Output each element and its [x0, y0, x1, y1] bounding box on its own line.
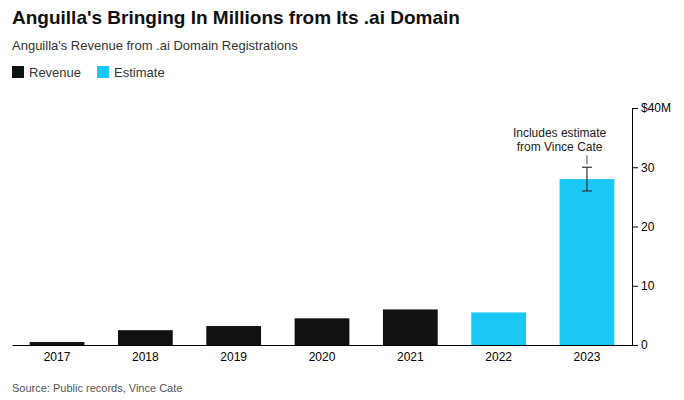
y-tick: 20	[632, 220, 655, 234]
tick-label: 0	[641, 338, 648, 352]
legend-label: Estimate	[114, 65, 165, 80]
tick-label: 10	[641, 279, 655, 293]
x-tick: 2022	[485, 350, 512, 364]
bar	[295, 318, 350, 345]
annotation-line	[586, 155, 587, 164]
legend: Revenue Estimate	[12, 65, 165, 80]
annotation: Includes estimatefrom Vince Cate	[513, 126, 607, 154]
y-axis: 0 10 20 30 $40M	[632, 101, 671, 352]
bar	[560, 179, 615, 345]
annotation-line-text: Includes estimate	[513, 126, 607, 140]
bar	[471, 312, 526, 345]
tick-label: 2021	[397, 350, 424, 364]
tick-label: 2017	[44, 350, 71, 364]
legend-label: Revenue	[29, 65, 81, 80]
bar	[30, 342, 85, 345]
error-bar	[582, 167, 592, 191]
tick-label: $40M	[641, 101, 671, 115]
bar	[383, 309, 438, 345]
bar	[206, 326, 261, 345]
error-cap	[582, 167, 592, 168]
annotation-line-text: from Vince Cate	[517, 140, 603, 154]
tick-mark	[632, 286, 638, 287]
legend-swatch	[97, 66, 109, 78]
y-tick: 30	[632, 161, 655, 175]
tick-label: 20	[641, 220, 655, 234]
title: Anguilla's Bringing In Millions from Its…	[12, 7, 460, 28]
x-tick: 2023	[574, 350, 601, 364]
x-tick: 2017	[44, 350, 71, 364]
source: Source: Public records, Vince Cate	[12, 382, 182, 394]
y-tick: 10	[632, 279, 655, 293]
tick-label: 30	[641, 161, 655, 175]
x-tick: 2020	[309, 350, 336, 364]
plot-area	[30, 167, 615, 345]
legend-swatch	[12, 66, 24, 78]
bar	[118, 330, 173, 345]
x-tick: 2021	[397, 350, 424, 364]
subtitle: Anguilla's Revenue from .ai Domain Regis…	[12, 38, 298, 53]
tick-mark	[632, 345, 638, 346]
x-tick: 2019	[220, 350, 247, 364]
error-cap	[582, 190, 592, 191]
tick-mark	[632, 227, 638, 228]
tick-label: 2018	[132, 350, 159, 364]
tick-label: 2023	[574, 350, 601, 364]
y-tick: 0	[632, 338, 648, 352]
chart-container: Anguilla's Bringing In Millions from Its…	[0, 0, 684, 400]
axis-line	[13, 345, 633, 346]
tick-mark	[632, 108, 638, 109]
chart-svg: Anguilla's Bringing In Millions from Its…	[0, 0, 684, 400]
tick-mark	[632, 167, 638, 168]
y-tick: $40M	[632, 101, 671, 115]
x-axis: 2017 2018 2019 2020 2021 2022 2023	[13, 346, 633, 364]
tick-label: 2022	[485, 350, 512, 364]
error-line	[586, 167, 587, 191]
tick-label: 2019	[220, 350, 247, 364]
tick-label: 2020	[309, 350, 336, 364]
x-tick: 2018	[132, 350, 159, 364]
